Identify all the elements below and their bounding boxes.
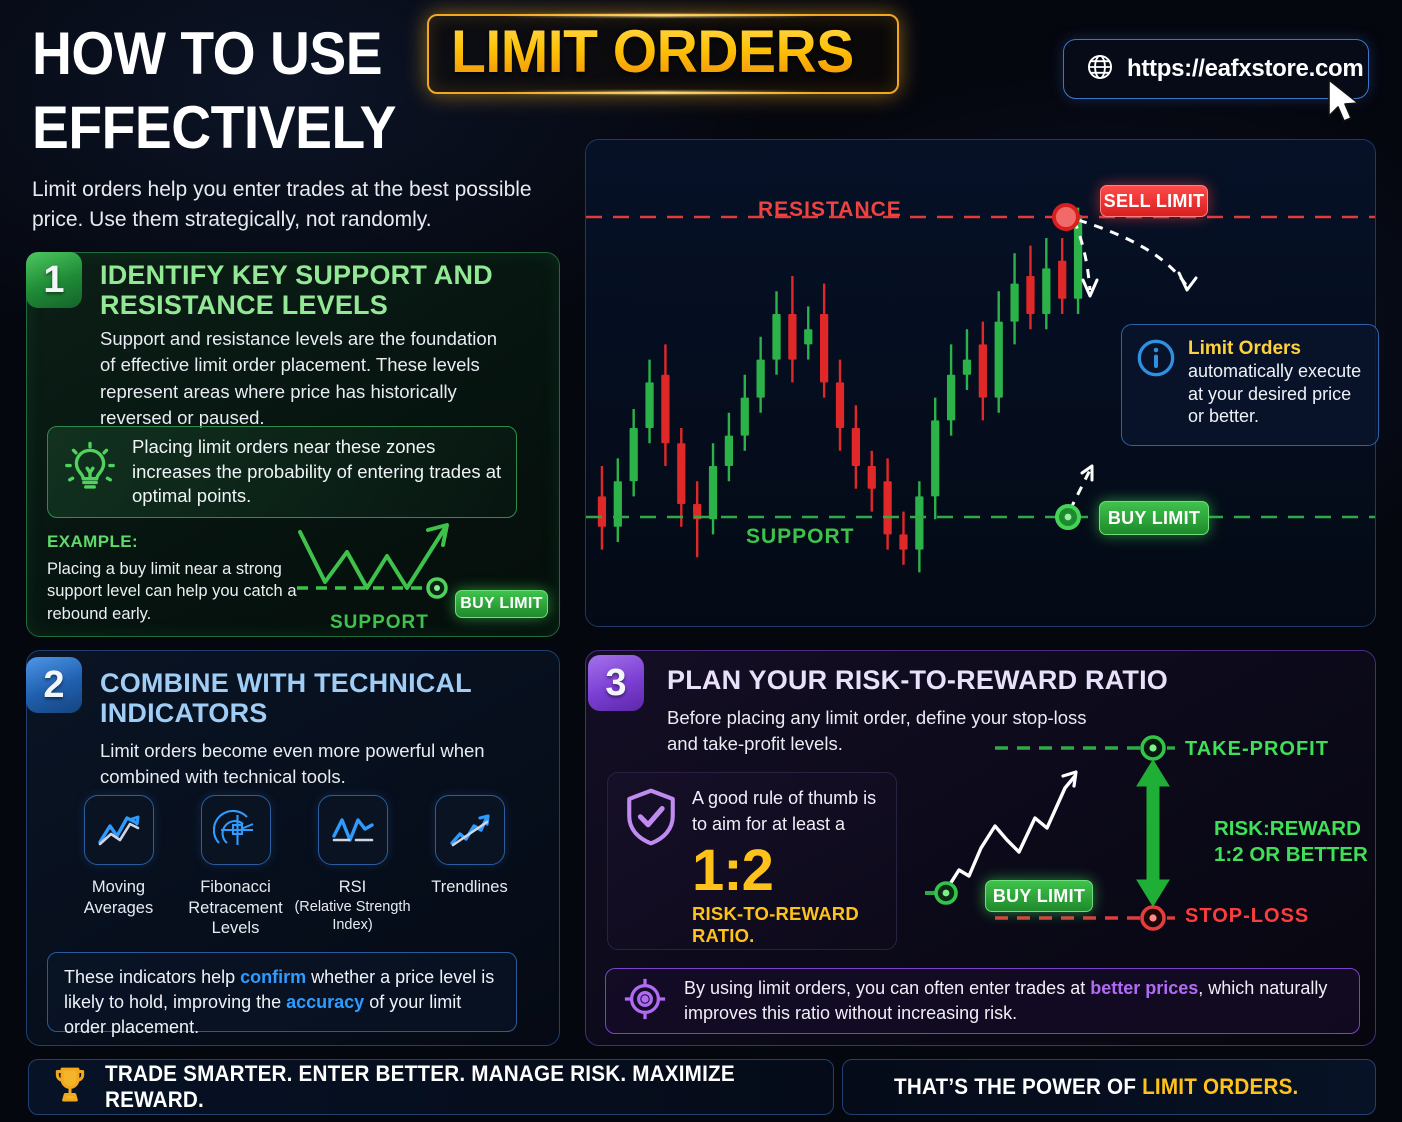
- step-2-note-box: These indicators help confirm whether a …: [47, 952, 517, 1037]
- step-1-diagram-support-label: SUPPORT: [330, 612, 429, 633]
- risk-reward-ratio-label: RISK:REWARD 1:2 OR BETTER: [1214, 816, 1368, 867]
- moving-average-chart-icon: [83, 795, 154, 865]
- indicator-icon-row: Moving Averages Fibonacci Retracement Le…: [60, 795, 528, 939]
- page-subheading: Limit orders help you enter trades at th…: [32, 177, 532, 231]
- shield-check-icon: [622, 785, 680, 939]
- indicator-caption-line3: Index): [332, 916, 373, 933]
- indicator-item-fibonacci[interactable]: Fibonacci Retracement Levels: [177, 795, 294, 939]
- support-label: SUPPORT: [746, 525, 855, 548]
- info-circle-icon: [1136, 338, 1176, 435]
- step-1-heading: IDENTIFY KEY SUPPORT AND RESISTANCE LEVE…: [100, 260, 493, 321]
- indicator-caption-line2: Averages: [83, 898, 154, 917]
- page-title-highlight: LIMIT ORDERS: [450, 18, 854, 85]
- title-row: HOW TO USE LIMIT ORDERS: [32, 14, 982, 94]
- risk-reward-line1: RISK:REWARD: [1214, 817, 1361, 840]
- footer-right-prefix: THAT’S THE POWER OF: [893, 1074, 1142, 1099]
- indicator-caption-line1: Fibonacci: [200, 878, 271, 896]
- website-url-text: https://eafxstore.com: [1127, 55, 1364, 82]
- step-1-number: 1: [26, 252, 82, 308]
- step-3-risk-reward-diagram: [925, 735, 1175, 931]
- indicator-caption-line1: Moving: [91, 878, 146, 896]
- info-box-body: automatically execute at your desired pr…: [1188, 361, 1362, 427]
- footer-left-bar: TRADE SMARTER. ENTER BETTER. MANAGE RISK…: [28, 1059, 834, 1115]
- indicator-caption-line3: Levels: [211, 919, 260, 938]
- trendline-arrow-icon: [434, 795, 505, 865]
- risk-reward-line2: 1:2 OR BETTER: [1214, 842, 1368, 866]
- indicator-caption: Fibonacci Retracement Levels: [188, 877, 282, 939]
- step-1-example-body: Placing a buy limit near a strong suppor…: [47, 560, 297, 623]
- mouse-pointer-icon: [1325, 78, 1365, 131]
- step-1-body: Support and resistance levels are the fo…: [100, 328, 497, 428]
- note-text-a: These indicators help: [64, 967, 241, 987]
- globe-icon: [1086, 53, 1114, 86]
- footer-right-text: THAT’S THE POWER OF LIMIT ORDERS.: [894, 1074, 1298, 1100]
- indicator-item-rsi[interactable]: RSI (Relative Strength Index): [294, 795, 411, 939]
- indicator-item-trendlines[interactable]: Trendlines: [411, 795, 528, 939]
- page-title-part1: HOW TO USE: [32, 20, 383, 88]
- info-box-title: Limit Orders: [1188, 338, 1301, 359]
- page-header: HOW TO USE LIMIT ORDERS EFFECTIVELY Limi…: [32, 14, 982, 234]
- step-2-note-text: These indicators help confirm whether a …: [64, 965, 500, 1039]
- step-3-rule-text: A good rule of thumb is to aim for at le…: [692, 788, 877, 835]
- footer-left-text: TRADE SMARTER. ENTER BETTER. MANAGE RISK…: [105, 1061, 735, 1112]
- step-3-note-text: By using limit orders, you can often ent…: [684, 976, 1343, 1026]
- indicator-caption-line2: Retracement: [188, 898, 283, 917]
- limit-orders-info-box: Limit Orders automatically execute at yo…: [1121, 324, 1379, 446]
- note3-highlight-better-prices: better prices: [1090, 978, 1199, 999]
- website-url-pill[interactable]: https://eafxstore.com: [1063, 39, 1369, 99]
- indicator-caption-line1: Trendlines: [431, 878, 508, 896]
- note3-text-b: , which naturally improves this ratio wi…: [684, 978, 1328, 1023]
- fibonacci-retracement-icon: [200, 795, 271, 865]
- step-3-number: 3: [588, 655, 644, 711]
- take-profit-label: TAKE-PROFIT: [1185, 738, 1329, 760]
- note-highlight-confirm: confirm: [240, 967, 307, 987]
- step-2-heading: COMBINE WITH TECHNICAL INDICATORS: [100, 668, 472, 729]
- step-3-buy-limit-badge[interactable]: BUY LIMIT: [985, 880, 1093, 912]
- step-1-example-label: EXAMPLE:: [47, 532, 139, 551]
- note-highlight-accuracy: accuracy: [286, 991, 365, 1012]
- note-text-b: whether a price level is likely to hold,…: [64, 967, 495, 1012]
- step-3-ratio-value: 1:2: [692, 838, 774, 904]
- target-crosshair-icon: [622, 976, 668, 1027]
- note3-text-a: By using limit orders, you can often ent…: [684, 978, 1091, 999]
- indicator-caption: RSI (Relative Strength Index): [294, 877, 410, 934]
- lightbulb-icon: [62, 441, 118, 504]
- step-3-heading: PLAN YOUR RISK-TO-REWARD RATIO: [667, 665, 1169, 695]
- rsi-oscillator-icon: [317, 795, 388, 865]
- sell-limit-badge[interactable]: SELL LIMIT: [1100, 185, 1208, 217]
- step-3-note-box: By using limit orders, you can often ent…: [605, 968, 1360, 1034]
- step-2-number: 2: [26, 657, 82, 713]
- indicator-caption: Moving Averages: [84, 877, 153, 918]
- title-highlight-box: LIMIT ORDERS: [426, 14, 899, 94]
- indicator-item-moving-averages[interactable]: Moving Averages: [60, 795, 177, 939]
- stop-loss-label: STOP-LOSS: [1185, 905, 1310, 927]
- buy-limit-badge[interactable]: BUY LIMIT: [1099, 501, 1209, 535]
- step-2-body: Limit orders become even more powerful w…: [100, 740, 485, 788]
- step-1-tip-box: Placing limit orders near these zones in…: [47, 426, 517, 518]
- trophy-icon: [51, 1064, 89, 1111]
- step-1-support-diagram: [297, 523, 449, 599]
- footer-right-bar: THAT’S THE POWER OF LIMIT ORDERS.: [842, 1059, 1376, 1115]
- step-3-body: Before placing any limit order, define y…: [667, 707, 1087, 755]
- resistance-label: RESISTANCE: [758, 198, 902, 221]
- page-title-part2: EFFECTIVELY: [32, 94, 397, 161]
- step-3-ratio-subtitle: RISK-TO-REWARD RATIO.: [692, 903, 859, 947]
- indicator-caption-line2: (Relative Strength: [294, 898, 411, 915]
- indicator-caption: Trendlines: [431, 877, 507, 898]
- footer-right-highlight: LIMIT ORDERS.: [1141, 1074, 1299, 1099]
- indicator-caption-line1: RSI: [338, 878, 367, 896]
- step-3-rule-box: A good rule of thumb is to aim for at le…: [607, 772, 897, 950]
- step-1-buy-limit-badge[interactable]: BUY LIMIT: [455, 590, 548, 618]
- note-text-c: of your limit order placement.: [64, 991, 462, 1037]
- step-1-tip-text: Placing limit orders near these zones in…: [132, 435, 502, 507]
